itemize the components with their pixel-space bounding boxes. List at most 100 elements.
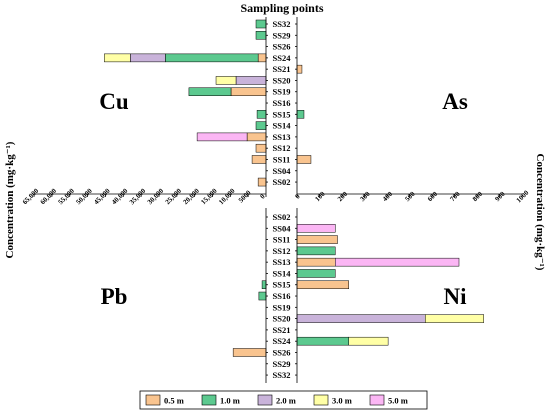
bars-layer [104,19,484,357]
legend: 0.5 m 1.0 m 2.0 m 3.0 m 5.0 m [139,390,428,410]
legend-label-3-0-m: 3.0 m [332,396,352,406]
sampling-point-label-ss20: SS20 [273,314,291,324]
bar-cu-ss24-3-0-m [104,53,131,63]
panel-label-pb: Pb [101,284,128,309]
right-axis-tick-label: 500 [404,190,417,203]
panel-label-ni: Ni [444,284,468,309]
sampling-point-label-ss24: SS24 [273,53,292,63]
sampling-point-label-ss26: SS26 [273,347,291,357]
sampling-point-label-ss29: SS29 [273,359,291,369]
sampling-point-label-ss04: SS04 [273,223,292,233]
sampling-point-label-ss16: SS16 [273,98,291,108]
bar-cu-ss12-0-5-m [255,143,267,153]
sampling-point-label-ss11: SS11 [273,154,291,164]
left-axis-title: Concentration (mg·kg⁻¹) [4,141,16,258]
bar-ni-ss24-1-0-m [296,336,349,346]
sampling-point-label-ss24: SS24 [273,336,292,346]
bar-ni-ss20-3-0-m [425,314,484,323]
right-axis-tick-label: 100 [314,190,327,203]
bar-cu-ss20-3-0-m [215,76,237,85]
bar-cu-ss24-2-0-m [130,53,166,63]
sampling-point-label-ss13: SS13 [273,132,291,142]
sampling-point-label-ss20: SS20 [273,75,291,85]
bar-cu-ss32-1-0-m [255,19,267,29]
left-axis-tick-label: 30,000 [146,187,166,207]
right-axis-tick-label: 600 [426,190,439,203]
left-axis-tick-label: 5000 [237,188,253,204]
sampling-point-label-ss14: SS14 [273,268,292,278]
bar-cu-ss24-1-0-m [165,53,259,63]
sampling-point-label-ss21: SS21 [273,325,291,335]
sampling-point-label-ss14: SS14 [273,121,292,131]
sampling-point-label-ss04: SS04 [273,166,292,176]
panel-label-cu: Cu [99,89,129,114]
left-axis-tick-label: 65,000 [21,187,41,207]
right-axis-tick-label: 0 [294,192,302,200]
sampling-point-label-ss16: SS16 [273,291,291,301]
right-axis-tick-label: 900 [494,190,507,203]
left-axis-tick-label: 55,000 [57,187,77,207]
bar-ni-ss20-2-0-m [296,314,426,323]
legend-label-5-0-m: 5.0 m [388,396,408,406]
bar-cu-ss29-1-0-m [255,31,267,40]
sampling-point-label-ss11: SS11 [273,235,291,245]
bar-cu-ss24-0-5-m [257,53,267,63]
left-axis-tick-label: 20,000 [182,187,202,207]
left-axis-tick-label: 25,000 [164,187,184,207]
right-axis-tick-label: 300 [359,190,372,203]
legend-swatch-1-0-m [201,394,217,406]
bar-as-ss21-0-5-m [296,64,303,74]
bar-ni-ss13-0-5-m [296,257,336,267]
right-axis-title: Concentration (mg·kg⁻¹) [534,154,546,271]
bar-pb-ss15-1-0-m [261,280,267,289]
bar-cu-ss13-0-5-m [246,132,267,142]
sampling-point-label-ss12: SS12 [273,143,291,153]
bar-cu-ss19-0-5-m [230,87,267,96]
left-axis-tick-label: 10,000 [217,187,237,207]
bar-ni-ss14-1-0-m [296,269,336,278]
bar-ni-ss11-0-5-m [296,235,338,244]
bar-cu-ss11-0-5-m [251,155,267,164]
sampling-point-label-ss21: SS21 [273,64,291,74]
right-axis-tick-label: 700 [449,190,462,203]
legend-label-1-0-m: 1.0 m [220,396,240,406]
right-axis-tick-label: 800 [471,190,484,203]
legend-label-0-5-m: 0.5 m [164,396,184,406]
bar-ni-ss13-5-0-m [335,257,460,267]
right-axis-tick-label: 200 [336,190,349,203]
bar-cu-ss14-1-0-m [255,121,267,130]
sampling-point-label-ss15: SS15 [273,280,291,290]
sampling-point-label-ss02: SS02 [273,177,291,187]
sampling-point-label-ss15: SS15 [273,109,291,119]
bar-cu-ss20-2-0-m [235,76,267,85]
right-axis-tick-label: 400 [381,190,394,203]
bar-pb-ss26-0-5-m [232,348,267,357]
sampling-point-label-ss19: SS19 [273,302,291,312]
left-axis-tick-label: 35,000 [128,187,148,207]
sampling-point-label-ss12: SS12 [273,246,291,256]
sampling-point-label-ss32: SS32 [273,370,291,380]
legend-swatch-3-0-m [313,394,329,406]
sampling-point-label-ss02: SS02 [273,212,291,222]
right-axis-tick-label: 1000 [515,188,531,204]
left-axis-tick-label: 15,000 [199,187,219,207]
left-axis-tick-label: 50,000 [74,187,94,207]
sampling-point-label-ss29: SS29 [273,30,291,40]
legend-swatch-5-0-m [369,394,385,406]
sampling-point-label-ss26: SS26 [273,42,291,52]
left-axis-tick-label: 60,000 [39,187,59,207]
bar-ni-ss12-1-0-m [296,246,336,256]
panel-label-as: As [442,89,468,114]
bar-cu-ss15-1-0-m [256,110,267,119]
left-axis-tick-label: 40,000 [110,187,130,207]
bar-cu-ss13-5-0-m [196,132,248,142]
legend-swatch-0-5-m [145,394,161,406]
bar-ni-ss24-3-0-m [348,336,389,346]
sampling-point-labels: SS32SS29SS26SS24SS21SS20SS19SS16SS15SS14… [273,19,292,380]
bar-ni-ss04-5-0-m [296,224,336,233]
sampling-point-label-ss13: SS13 [273,257,291,267]
bar-as-ss15-1-0-m [296,110,305,119]
left-axis-tick-label: 45,000 [92,187,112,207]
bar-ni-ss15-0-5-m [296,280,349,289]
